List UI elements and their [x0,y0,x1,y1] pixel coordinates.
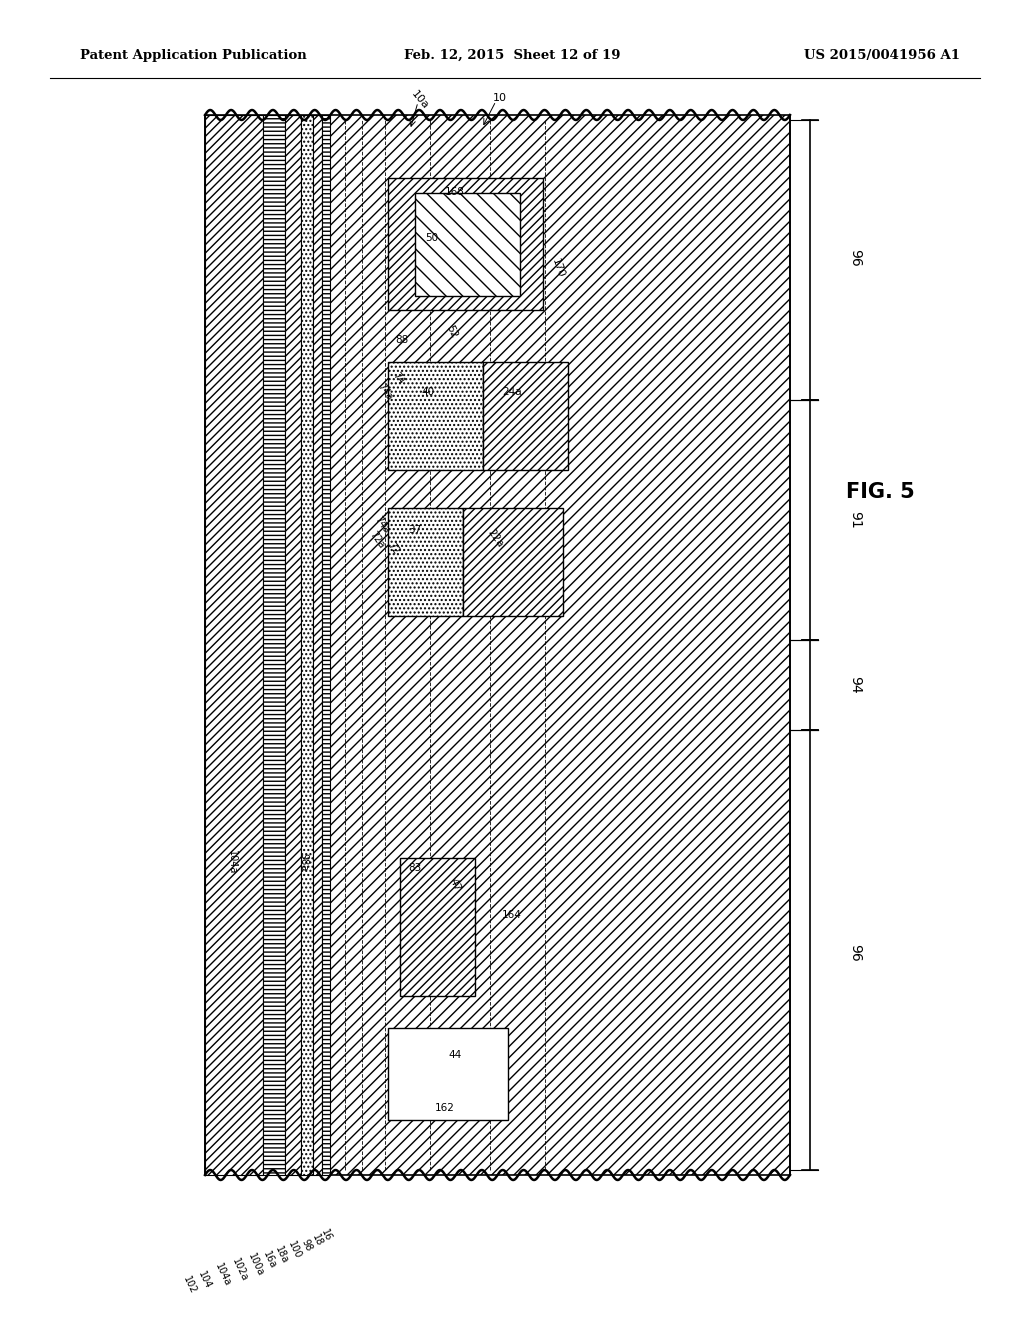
Text: 18: 18 [310,1233,325,1247]
Text: 18a: 18a [273,1245,291,1266]
Bar [388,1028,508,1119]
Text: 104a: 104a [213,1262,232,1288]
Text: 74a: 74a [373,515,391,536]
Text: 16: 16 [318,1228,333,1242]
Text: 98: 98 [300,1237,314,1253]
Bar [415,193,520,296]
Text: 100a: 100a [247,1251,265,1278]
Bar [322,115,330,1175]
Text: 44: 44 [449,1049,462,1060]
Text: 72a: 72a [368,529,386,550]
Text: 10a: 10a [410,88,430,111]
Text: 22a: 22a [485,527,505,549]
Bar [463,508,563,616]
Text: 102a: 102a [230,1257,250,1283]
Bar [205,115,263,1175]
Text: 98a: 98a [298,853,308,871]
Text: 24a: 24a [502,387,522,397]
Text: 100: 100 [287,1239,303,1261]
Bar [313,115,322,1175]
Bar [388,508,463,616]
Text: US 2015/0041956 A1: US 2015/0041956 A1 [804,49,961,62]
Text: Feb. 12, 2015  Sheet 12 of 19: Feb. 12, 2015 Sheet 12 of 19 [403,49,621,62]
Text: 170: 170 [550,257,566,279]
Text: 40: 40 [422,387,434,397]
Text: 162: 162 [435,1104,455,1113]
Text: 83: 83 [409,863,422,873]
Text: 102: 102 [181,1275,199,1295]
Text: 16a: 16a [261,1250,279,1270]
Text: 164: 164 [502,909,522,920]
Text: 47: 47 [447,876,462,894]
Bar [400,858,475,997]
Text: 72: 72 [385,540,400,556]
Text: 94: 94 [848,676,862,694]
Text: 10: 10 [493,92,507,103]
Bar [388,178,543,310]
Text: 96: 96 [848,249,862,267]
Text: 104a: 104a [227,850,237,874]
Text: FIG. 5: FIG. 5 [846,482,914,502]
Bar [483,362,568,470]
Bar [263,115,285,1175]
Text: 50: 50 [425,234,438,243]
Text: 168: 168 [445,187,465,197]
Text: 96: 96 [848,944,862,962]
Text: 104: 104 [197,1270,213,1291]
Bar [301,115,313,1175]
Text: 91: 91 [848,511,862,529]
Text: Patent Application Publication: Patent Application Publication [80,49,307,62]
Bar [388,362,483,470]
Bar [285,115,301,1175]
Bar [205,115,790,1175]
Text: 74: 74 [390,370,406,385]
Text: 37: 37 [409,525,422,535]
Text: 52: 52 [444,323,460,341]
Text: 88: 88 [395,335,409,345]
Text: 74a: 74a [376,381,394,403]
